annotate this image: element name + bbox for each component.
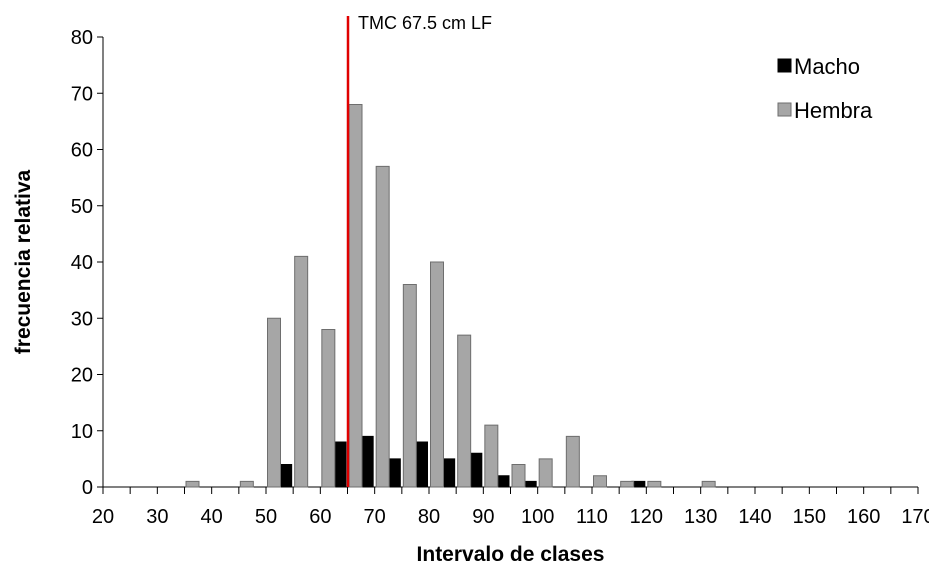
bar-hembra-85 bbox=[457, 334, 472, 488]
x-tick-label: 120 bbox=[630, 506, 663, 528]
y-tick-label: 50 bbox=[71, 196, 93, 218]
bar-hembra-115 bbox=[620, 480, 635, 488]
y-tick-label: 10 bbox=[71, 421, 93, 443]
legend-swatch-macho bbox=[777, 58, 792, 73]
bar-hembra-70 bbox=[375, 165, 390, 488]
bar-hembra-130 bbox=[701, 480, 716, 488]
bar-hembra-45 bbox=[239, 480, 254, 488]
bar-hembra-60 bbox=[321, 329, 336, 488]
x-tick-label: 140 bbox=[738, 506, 771, 528]
x-tick-label: 20 bbox=[92, 506, 114, 528]
y-tick-label: 40 bbox=[71, 252, 93, 274]
x-tick-label: 60 bbox=[309, 506, 331, 528]
legend: Macho Hembra bbox=[777, 54, 873, 123]
x-tick-label: 160 bbox=[847, 506, 880, 528]
x-tick-label: 90 bbox=[472, 506, 494, 528]
bar-hembra-110 bbox=[593, 475, 607, 488]
y-tick-label: 80 bbox=[71, 27, 93, 49]
x-tick-label: 150 bbox=[793, 506, 826, 528]
x-axis-title: Intervalo de clases bbox=[417, 543, 605, 566]
y-tick-label: 60 bbox=[71, 140, 93, 162]
x-tick-label: 70 bbox=[364, 506, 386, 528]
y-axis-title: frecuencia relativa bbox=[12, 169, 35, 354]
bar-hembra-95 bbox=[511, 464, 526, 488]
x-tick-label: 100 bbox=[521, 506, 554, 528]
y-tick-label: 30 bbox=[71, 308, 93, 330]
bar-hembra-80 bbox=[430, 261, 444, 488]
x-tick-label: 110 bbox=[576, 506, 608, 528]
y-tick-label: 20 bbox=[71, 365, 93, 387]
y-tick-label: 0 bbox=[82, 477, 93, 499]
legend-swatch-hembra bbox=[777, 102, 792, 117]
x-tick-label: 170 bbox=[901, 506, 929, 528]
y-tick-label: 70 bbox=[71, 83, 93, 105]
x-tick-label: 130 bbox=[684, 506, 717, 528]
bar-hembra-55 bbox=[294, 255, 309, 488]
bar-hembra-90 bbox=[484, 424, 499, 488]
legend-label-hembra: Hembra bbox=[794, 98, 873, 123]
x-tick-label: 30 bbox=[146, 506, 168, 528]
bar-hembra-35 bbox=[185, 480, 200, 488]
legend-label-macho: Macho bbox=[794, 54, 860, 79]
bars bbox=[185, 104, 716, 488]
bar-hembra-65 bbox=[348, 104, 363, 488]
x-tick-label: 80 bbox=[418, 506, 440, 528]
y-axis: 0 10 20 30 40 50 60 70 80 bbox=[71, 27, 104, 499]
x-tick-label: 40 bbox=[201, 506, 223, 528]
bar-hembra-100 bbox=[538, 458, 553, 488]
reference-line-group: TMC 67.5 cm LF bbox=[346, 13, 492, 487]
bar-hembra-75 bbox=[402, 284, 417, 488]
bar-hembra-120 bbox=[647, 480, 662, 488]
tmc-annotation: TMC 67.5 cm LF bbox=[358, 13, 492, 33]
x-tick-label: 50 bbox=[255, 506, 277, 528]
bar-hembra-105 bbox=[565, 435, 580, 488]
x-axis: 20 30 40 50 60 70 80 90 100 110 120 130 140 150 160 170 bbox=[92, 486, 929, 528]
bar-hembra-50 bbox=[267, 317, 281, 488]
